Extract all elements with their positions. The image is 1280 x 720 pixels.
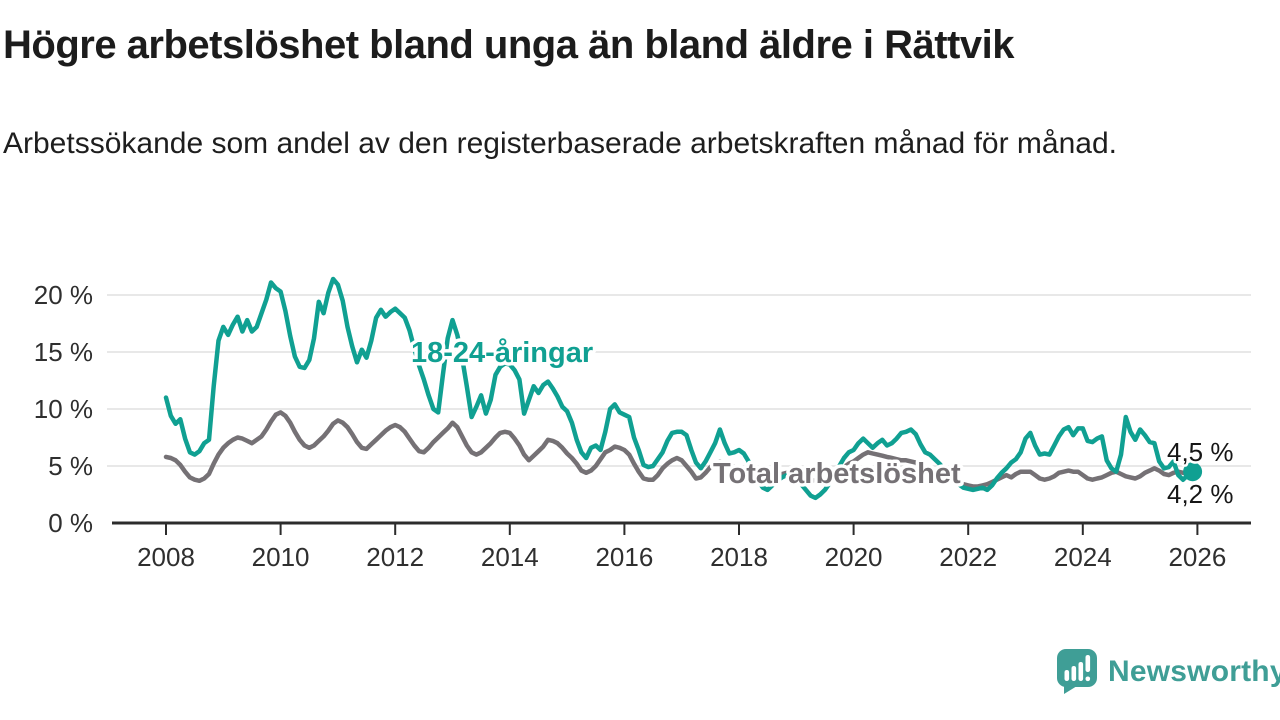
x-tick-label-2014: 2014 xyxy=(481,542,539,572)
end-value-total: 4,2 % xyxy=(1167,479,1234,509)
line-total xyxy=(163,410,1195,489)
x-tick-label-2020: 2020 xyxy=(825,542,883,572)
y-tick-label-20: 20 % xyxy=(34,280,93,310)
x-tick-label-2016: 2016 xyxy=(595,542,653,572)
x-tick-label-2012: 2012 xyxy=(366,542,424,572)
y-tick-label-5: 5 % xyxy=(48,451,93,481)
x-tick-label-2010: 2010 xyxy=(252,542,310,572)
y-tick-label-10: 10 % xyxy=(34,394,93,424)
chart-title: Högre arbetslöshet bland unga än bland ä… xyxy=(3,23,1014,67)
axes: 0 % 5 % 10 % 15 % 20 % 2008 2010 2012 2014 2016 20… xyxy=(34,280,1251,572)
x-tick-label-2018: 2018 xyxy=(710,542,768,572)
newsworthy-logo: Newsworthy xyxy=(1056,648,1280,695)
series-label-youth: 18-24-åringar xyxy=(411,337,593,369)
x-tick-label-2026: 2026 xyxy=(1168,542,1226,572)
newsworthy-wordmark: Newsworthy xyxy=(1108,654,1280,688)
end-dot-youth xyxy=(1183,462,1203,482)
gridlines xyxy=(107,294,1251,467)
end-value-youth: 4,5 % xyxy=(1167,437,1234,467)
series-label-total: Total arbetslöshet xyxy=(713,458,961,490)
data-series xyxy=(163,276,1203,501)
y-tick-label-0: 0 % xyxy=(48,508,93,538)
x-tick-label-2022: 2022 xyxy=(939,542,997,572)
line-youth xyxy=(163,276,1195,501)
y-tick-label-15: 15 % xyxy=(34,337,93,367)
x-tick-label-2024: 2024 xyxy=(1054,542,1112,572)
chart-subtitle: Arbetssökande som andel av den registerb… xyxy=(3,127,1117,160)
x-tick-label-2008: 2008 xyxy=(137,542,195,572)
newsworthy-bubble-chart-icon xyxy=(1057,649,1097,694)
